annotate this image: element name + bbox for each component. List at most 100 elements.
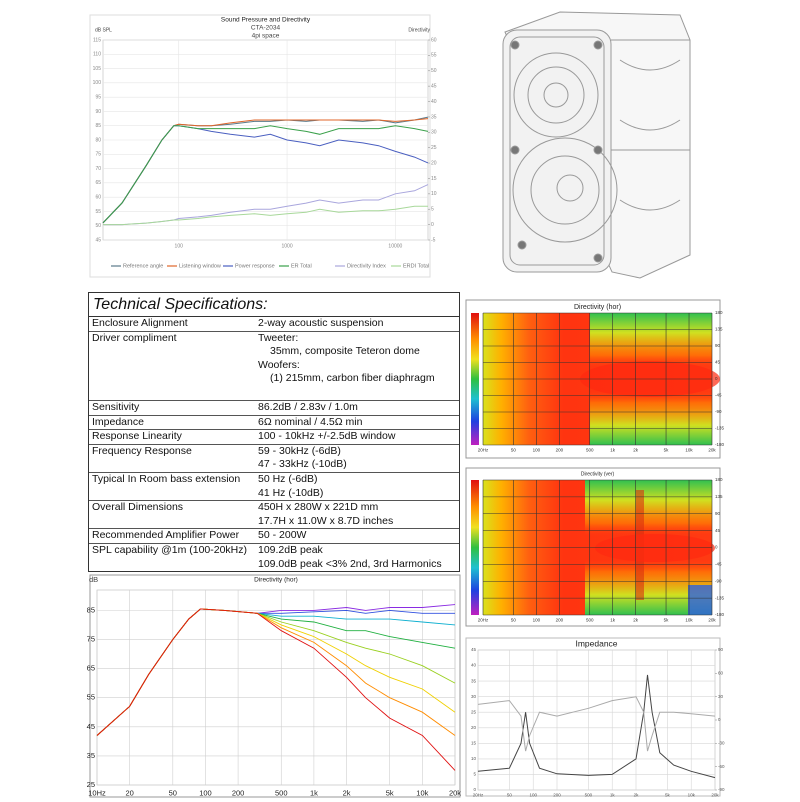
speaker-drawing xyxy=(502,11,691,279)
frame xyxy=(89,14,431,278)
y2-tick-label: -135 xyxy=(715,426,725,431)
x-tick-label: 1000 xyxy=(281,243,292,249)
y-tick-label: 35 xyxy=(87,751,95,760)
spec-line: 109.0dB peak <3% 2nd, 3rd Harmonics xyxy=(258,557,442,570)
x-tick-label: 10k xyxy=(685,618,693,623)
legend-label: Reference angle xyxy=(123,263,163,269)
y-tick-label: 95 xyxy=(95,94,101,100)
x-tick-label: 20k xyxy=(449,788,461,797)
frame xyxy=(465,637,721,797)
x-tick-label: 10k xyxy=(688,793,696,798)
y2-tick-label: 180 xyxy=(715,310,723,315)
x-tick-label: 5k xyxy=(665,793,671,798)
x-tick-label: 10Hz xyxy=(88,788,106,797)
y-tick-label: 5 xyxy=(473,772,476,777)
spec-value: 100 - 10kHz +/-2.5dB window xyxy=(255,429,459,445)
y-tick-label: 20 xyxy=(471,725,477,730)
spec-label: Driver compliment xyxy=(89,331,255,401)
spec-label: Response Linearity xyxy=(89,429,255,445)
spec-label: Typical In Room bass extension xyxy=(89,472,255,502)
spec-line: 50 - 200W xyxy=(258,529,307,542)
spec-row: Response Linearity 100 - 10kHz +/-2.5dB w… xyxy=(89,429,459,445)
x-tick-label: 10k xyxy=(685,448,693,453)
legend-label: ERDI Total xyxy=(403,263,429,269)
y-tick-label: 25 xyxy=(471,709,477,714)
chart-title: Impedance xyxy=(575,638,617,648)
x-tick-label: 1k xyxy=(610,618,616,623)
y2-tick-label: 60 xyxy=(718,671,724,676)
x-tick-label: 20k xyxy=(708,448,716,453)
x-tick-label: 50 xyxy=(507,793,513,798)
x-tick-label: 10000 xyxy=(388,243,402,249)
y-tick-label: 35 xyxy=(471,678,477,683)
y-axis-label: dB xyxy=(89,575,98,584)
chart-title: Sound Pressure and Directivity xyxy=(221,17,311,24)
x-tick-label: 20 xyxy=(125,788,133,797)
spec-label: Enclosure Alignment xyxy=(89,317,255,332)
x-tick-label: 2k xyxy=(633,448,639,453)
spec-row: Sensitivity 86.2dB / 2.83v / 1.0m xyxy=(89,400,459,416)
y-tick-label: 100 xyxy=(93,80,102,86)
y2-tick-label: -45 xyxy=(715,393,722,398)
spec-value: Tweeter: 35mm, composite Teteron dome Woof… xyxy=(255,331,459,401)
x-tick-label: 100 xyxy=(533,618,541,623)
y2-tick-label: -60 xyxy=(718,764,725,769)
y2-tick-label: 90 xyxy=(715,343,721,348)
y2-tick-label: 45 xyxy=(431,83,437,89)
x-tick-label: 100 xyxy=(529,793,537,798)
spec-line: 2-way acoustic suspension xyxy=(258,317,384,329)
spec-line: 6Ω nominal / 4.5Ω min xyxy=(258,415,363,428)
y-tick-label: 65 xyxy=(95,180,101,186)
y2-tick-label: 90 xyxy=(715,511,721,516)
x-tick-label: 500 xyxy=(586,618,594,623)
chart-subtitle: 4pi space xyxy=(252,33,280,40)
chart-title: Directivity (hor) xyxy=(574,304,621,311)
y2-axis-label: Directivity xyxy=(408,27,430,33)
y-tick-label: 50 xyxy=(95,223,101,229)
spec-label: Impedance xyxy=(89,415,255,431)
y-tick-label: 0 xyxy=(473,787,476,792)
spec-line: 109.2dB peak xyxy=(258,543,323,556)
y-tick-label: 25 xyxy=(87,780,95,789)
x-tick-label: 50 xyxy=(511,618,517,623)
x-tick-label: 1k xyxy=(310,788,318,797)
legend-label: ER Total xyxy=(291,263,312,269)
spec-group-detail: (1) 215mm, carbon fiber diaphragm xyxy=(270,372,435,385)
spec-line: 59 - 30kHz (-6dB) xyxy=(258,444,341,457)
y2-tick-label: -5 xyxy=(431,237,436,243)
y-tick-label: 75 xyxy=(87,634,95,643)
x-tick-label: 5k xyxy=(664,448,670,453)
spec-label: Recommended Amplifier Power xyxy=(89,528,255,544)
x-tick-label: 20k xyxy=(708,618,716,623)
y2-tick-label: 55 xyxy=(431,53,437,59)
y2-tick-label: 0 xyxy=(431,222,434,228)
series-line xyxy=(102,125,429,224)
spec-row: Driver compliment Tweeter: 35mm, composite… xyxy=(89,331,459,401)
y2-tick-label: 50 xyxy=(431,68,437,74)
spec-line: 86.2dB / 2.83v / 1.0m xyxy=(258,400,358,413)
y2-tick-label: 45 xyxy=(715,528,721,533)
series-line xyxy=(477,696,716,752)
x-tick-label: 500 xyxy=(586,448,594,453)
heatmap-patch xyxy=(688,585,712,615)
spec-group-label: Woofers: xyxy=(258,358,300,371)
x-tick-label: 200 xyxy=(553,793,561,798)
x-tick-label: 10k xyxy=(416,788,428,797)
y-tick-label: 15 xyxy=(471,741,477,746)
legend-label: Power response xyxy=(235,263,275,269)
spec-row: Frequency Response 59 - 30kHz (-6dB) 47 - … xyxy=(89,444,459,473)
y-tick-label: 65 xyxy=(87,664,95,673)
y-axis-label: dB SPL xyxy=(95,27,112,33)
y2-tick-label: 0 xyxy=(718,717,721,722)
x-tick-label: 20k xyxy=(711,793,719,798)
y-tick-label: 45 xyxy=(87,722,95,731)
y2-tick-label: 60 xyxy=(431,37,437,43)
y2-tick-label: -45 xyxy=(715,562,722,567)
y2-tick-label: 45 xyxy=(715,360,721,365)
x-tick-label: 100 xyxy=(199,788,212,797)
y2-tick-label: 180 xyxy=(715,477,723,482)
frame xyxy=(89,574,461,798)
y2-tick-label: 0 xyxy=(715,545,718,550)
y-tick-label: 45 xyxy=(95,237,101,243)
